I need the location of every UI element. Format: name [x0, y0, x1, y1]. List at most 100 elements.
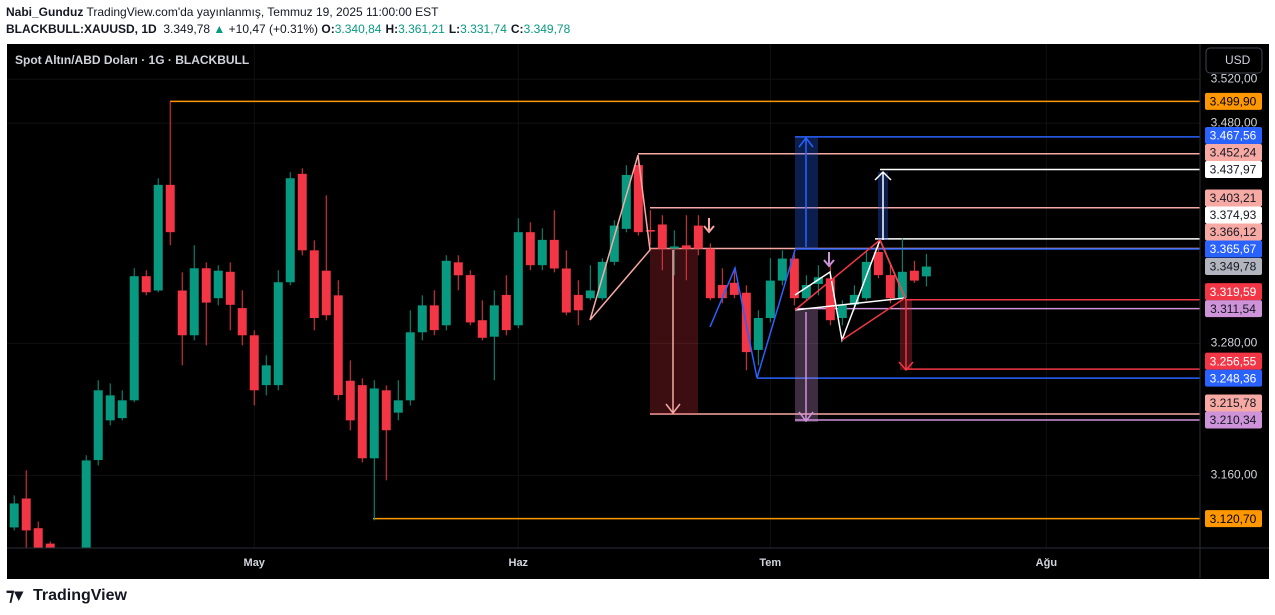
ohlc-value: 3.340,84 [334, 22, 382, 36]
price-label-bg [1205, 352, 1262, 370]
candle-body [429, 305, 439, 331]
price-label-bg [1205, 258, 1262, 276]
candle-body [249, 335, 259, 391]
price-label: 3.437,97 [1210, 163, 1257, 177]
ohlc-value: 3.349,78 [523, 22, 571, 36]
candle-body [921, 266, 931, 277]
candle-body [153, 184, 163, 291]
candle-body [285, 178, 295, 283]
candle-body [141, 276, 151, 293]
candle-body [105, 395, 115, 421]
up-icon: ▲ [213, 22, 226, 36]
price-label: 3.467,56 [1210, 129, 1257, 143]
arrow-head [798, 411, 814, 423]
candle-body [333, 295, 343, 396]
candle-body [213, 270, 223, 299]
price-label: 3.311,54 [1210, 302, 1256, 316]
quote-line: BLACKBULL:XAUUSD, 1D 3.349,78 ▲ +10,47 (… [6, 22, 574, 36]
candle-body [237, 308, 247, 336]
ohlc-key: O: [321, 22, 335, 36]
ohlc-key: H: [385, 22, 399, 36]
logo-icon: ⁊▾ [6, 585, 24, 604]
candle-body [465, 275, 475, 323]
candle-body [405, 332, 415, 401]
drawings [589, 136, 914, 423]
candle-body [861, 261, 871, 299]
candle-body [645, 229, 655, 232]
x-tick-label: May [244, 557, 266, 569]
change: +10,47 (+0.31%) [228, 22, 319, 36]
candle-body [573, 294, 583, 311]
price-label-bg [1205, 223, 1262, 241]
candle-body [621, 174, 631, 229]
price-label-bg [1205, 394, 1262, 412]
price-label-bg [1205, 189, 1262, 207]
candle-body [729, 282, 739, 295]
candle-body [909, 270, 919, 281]
arrow-head [665, 403, 681, 415]
candle-body [657, 224, 667, 249]
candle-body [345, 380, 355, 421]
candle-body [609, 225, 619, 262]
candle-body [525, 232, 535, 266]
price-label: 3.120,70 [1210, 512, 1257, 526]
candle-body [705, 248, 715, 299]
pattern [589, 154, 651, 321]
candle-body [309, 250, 319, 319]
candle-body [633, 165, 643, 233]
candle-body [681, 245, 691, 249]
chart-title: Spot Altın/ABD Doları · 1G · BLACKBULL [15, 53, 249, 67]
candle-body [753, 318, 763, 350]
y-tick-label: 3.520,00 [1211, 71, 1258, 85]
price-label-bg [1205, 92, 1262, 110]
symbol: BLACKBULL:XAUUSD, 1D [6, 22, 157, 36]
candle-body [489, 305, 499, 337]
candle-body [477, 320, 487, 338]
currency-button[interactable] [1205, 47, 1263, 74]
candle-body [669, 246, 679, 249]
x-tick-label: Ağu [1036, 557, 1057, 569]
candle-body [549, 239, 559, 269]
signal-arrow [823, 252, 835, 268]
price-label-bg [1205, 369, 1262, 387]
candle-body [225, 271, 235, 305]
ohlc-key: C: [510, 22, 524, 36]
candle-body [129, 276, 139, 401]
price-label-bg [1205, 206, 1262, 224]
candle-body [693, 225, 703, 249]
candle-body [201, 268, 211, 303]
candle-body [873, 251, 883, 276]
candle-body [501, 294, 511, 331]
chart-bg [7, 44, 1269, 579]
candle-body [837, 304, 847, 319]
candle-body [789, 258, 799, 299]
price-label-bg [1205, 411, 1262, 429]
candle-body [165, 184, 175, 233]
currency[interactable]: USD [1225, 53, 1251, 67]
candle-body [81, 460, 91, 548]
price-label: 3.374,93 [1210, 208, 1257, 222]
candle-body [513, 232, 523, 326]
candle-body [261, 365, 271, 386]
x-tick-label: Tem [759, 557, 781, 569]
price-label: 3.452,24 [1210, 146, 1257, 160]
price-label: 3.256,55 [1210, 354, 1257, 368]
ohlc-key: L: [448, 22, 461, 36]
y-tick-label: 3.480,00 [1211, 115, 1258, 129]
candle-body [21, 498, 31, 531]
price-label-bg [1205, 510, 1262, 528]
price-label-bg [1205, 160, 1262, 178]
candle-body [357, 385, 367, 459]
candle-body [801, 284, 811, 299]
author: Nabi_Gunduz [6, 5, 84, 19]
y-tick-label: 3.280,00 [1211, 335, 1258, 349]
price-label-bg [1205, 283, 1262, 301]
arrow-head [798, 136, 814, 148]
candle-body [297, 173, 307, 251]
last: 3.349,78 [163, 22, 211, 36]
arrow-head [874, 170, 892, 181]
candle-body [897, 271, 907, 299]
candle-body [393, 400, 403, 413]
